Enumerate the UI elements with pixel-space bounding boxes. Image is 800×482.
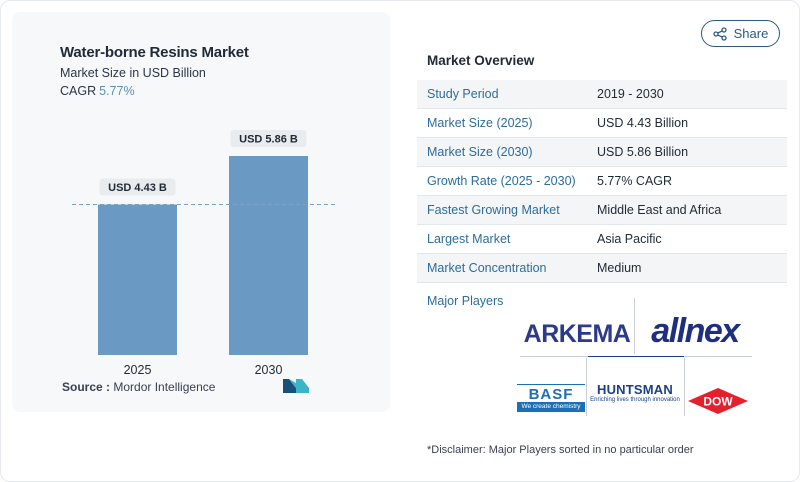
overview-row: Study Period 2019 - 2030	[417, 80, 787, 109]
logo-divider	[588, 356, 684, 357]
x-tick-label: 2030	[255, 363, 283, 377]
overview-value: USD 4.43 Billion	[597, 116, 689, 130]
chart-subtitle: Market Size in USD Billion	[60, 66, 206, 80]
overview-key: Study Period	[427, 87, 499, 101]
dow-diamond-icon: DOW	[688, 388, 748, 414]
overview-row: Fastest Growing Market Middle East and Af…	[417, 196, 787, 225]
overview-value: 5.77% CAGR	[597, 174, 673, 188]
dow-logo: DOW	[685, 386, 751, 416]
chart-cagr: CAGR 5.77%	[60, 84, 135, 98]
bar-2025	[98, 204, 177, 355]
huntsman-logo-text: HUNTSMAN	[597, 382, 673, 397]
overview-row: Market Concentration Medium	[417, 254, 787, 283]
overview-row: Largest Market Asia Pacific	[417, 225, 787, 254]
chart-card	[12, 12, 390, 412]
data-label: USD 4.43 B	[108, 182, 167, 194]
arkema-logo-text: ARKEMA	[523, 319, 631, 348]
overview-value: 2019 - 2030	[597, 87, 664, 101]
huntsman-logo: HUNTSMAN Enriching lives through innovat…	[587, 375, 683, 410]
overview-value: Medium	[597, 261, 642, 275]
share-label: Share	[733, 26, 769, 41]
source-value: Mordor Intelligence	[113, 380, 216, 394]
huntsman-tagline: Enriching lives through innovation	[590, 397, 680, 403]
chart-source: Source : Mordor Intelligence	[62, 380, 215, 394]
logo-divider	[586, 358, 587, 416]
logo-divider	[634, 298, 635, 354]
data-label: USD 5.86 B	[239, 134, 298, 146]
source-label: Source :	[62, 380, 111, 394]
basf-logo: BASF We create chemistry	[517, 384, 585, 414]
overview-value: Asia Pacific	[597, 232, 662, 246]
data-label-bg	[230, 130, 307, 147]
allnex-logo: allnex	[640, 308, 750, 354]
basf-tagline: We create chemistry	[517, 402, 585, 412]
chart-title: Water-borne Resins Market	[60, 44, 249, 61]
share-icon	[712, 26, 727, 41]
share-button[interactable]: Share	[701, 20, 780, 47]
x-tick-label: 2025	[124, 363, 152, 377]
overview-key: Market Size (2025)	[427, 116, 533, 130]
overview-title: Market Overview	[427, 53, 535, 68]
bar-2030	[229, 156, 308, 355]
overview-key: Market Concentration	[427, 261, 547, 275]
overview-key: Fastest Growing Market	[427, 203, 560, 217]
overview-row: Market Size (2025) USD 4.43 Billion	[417, 109, 787, 138]
disclaimer: *Disclaimer: Major Players sorted in no …	[427, 444, 694, 456]
overview-row: Growth Rate (2025 - 2030) 5.77% CAGR	[417, 167, 787, 196]
dow-logo-text: DOW	[703, 395, 733, 409]
overview-key: Growth Rate (2025 - 2030)	[427, 174, 576, 188]
basf-logo-text: BASF	[528, 386, 574, 403]
overview-row: Market Size (2030) USD 5.86 Billion	[417, 138, 787, 167]
mordor-logo-icon	[283, 379, 309, 393]
allnex-logo-text: allnex	[651, 311, 740, 350]
overview-value: Middle East and Africa	[597, 203, 722, 217]
overview-value: USD 5.86 Billion	[597, 145, 689, 159]
major-players-label: Major Players	[427, 294, 504, 308]
logo-divider	[684, 358, 685, 416]
overview-table: Study Period 2019 - 2030 Market Size (2025…	[417, 80, 787, 283]
data-label-bg	[99, 178, 176, 196]
cagr-value: 5.77%	[99, 84, 135, 98]
bar-chart: USD 4.43 B 2025 USD 5.86 B 2030	[72, 130, 338, 377]
cagr-label: CAGR	[60, 84, 97, 98]
overview-key: Largest Market	[427, 232, 511, 246]
overview-key: Market Size (2030)	[427, 145, 533, 159]
arkema-logo: ARKEMA	[518, 314, 636, 354]
